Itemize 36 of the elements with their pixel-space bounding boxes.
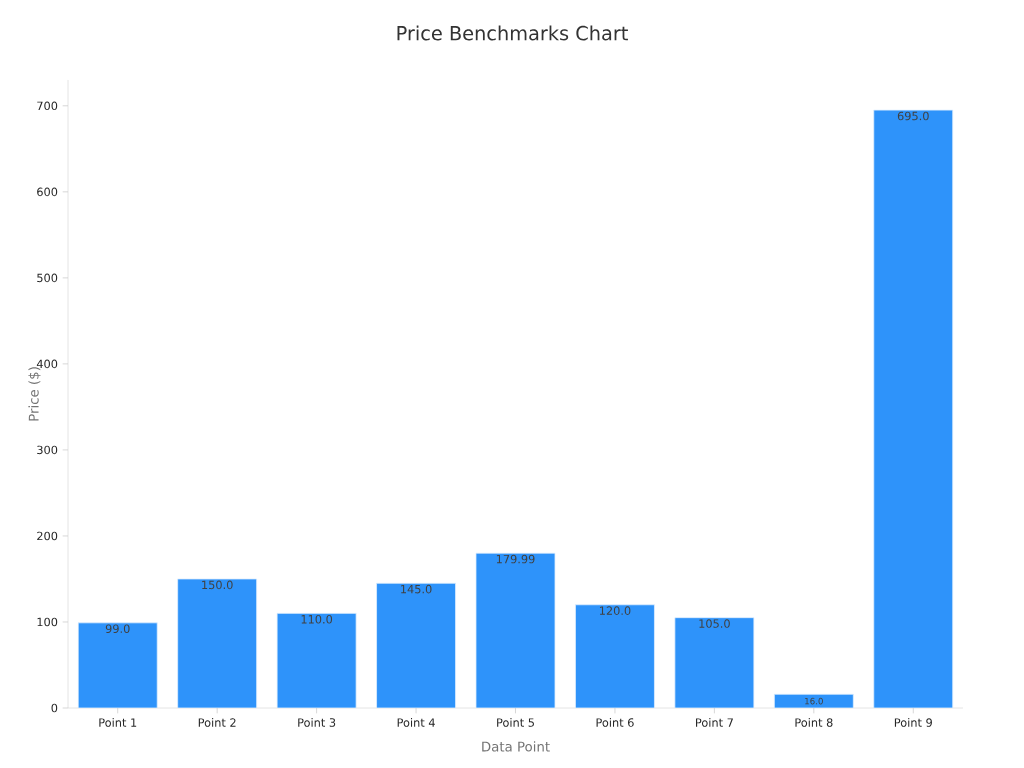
bar	[475, 552, 556, 708]
data-label: 99.0	[105, 624, 130, 634]
y-axis-title: Price ($)	[28, 367, 41, 421]
y-tick-label: 0	[51, 703, 58, 713]
bar	[674, 617, 755, 708]
y-tick-label: 200	[37, 531, 58, 541]
y-tick-label: 500	[37, 273, 58, 283]
data-label: 16.0	[805, 697, 823, 705]
y-tick-label: 600	[37, 187, 58, 197]
y-tick-label: 100	[37, 617, 58, 627]
chart-title: Price Benchmarks Chart	[397, 25, 628, 41]
y-tick-label: 700	[37, 101, 58, 111]
x-tick-label: Point 2	[198, 718, 236, 727]
x-tick-label: Point 4	[397, 718, 435, 727]
bar	[376, 582, 456, 708]
x-tick-label: Point 1	[99, 718, 137, 727]
data-label: 179.99	[496, 554, 535, 564]
bar	[575, 604, 655, 708]
bar	[177, 578, 258, 708]
bar	[77, 622, 158, 708]
x-axis-title: Data Point	[482, 741, 550, 752]
bar	[276, 612, 357, 708]
data-label: 120.0	[599, 606, 631, 615]
data-label: 150.0	[202, 580, 233, 590]
y-tick-label: 300	[37, 445, 58, 455]
x-tick-label: Point 3	[298, 718, 336, 727]
x-tick-label: Point 8	[795, 718, 833, 727]
data-label: 145.0	[401, 584, 432, 594]
x-tick-label: Point 7	[696, 718, 733, 727]
x-tick-label: Point 6	[596, 718, 634, 727]
data-label: 105.0	[699, 619, 730, 628]
x-tick-label: Point 9	[894, 718, 932, 727]
data-label: 695.0	[897, 111, 929, 121]
bar	[873, 109, 954, 708]
x-tick-label: Point 5	[497, 718, 534, 727]
data-label: 110.0	[301, 614, 333, 624]
